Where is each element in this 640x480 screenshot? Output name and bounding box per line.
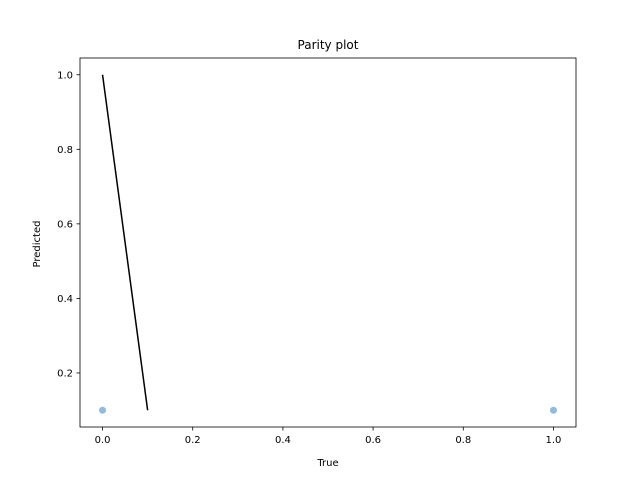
y-tick-label: 1.0 (57, 70, 73, 81)
y-axis-label: Predicted (32, 221, 43, 268)
reference-line (101, 74, 149, 411)
x-tick-label: 0.6 (365, 435, 381, 446)
x-tick-label: 1.0 (546, 435, 562, 446)
x-tick-label: 0.0 (95, 435, 111, 446)
scatter-point (549, 406, 557, 414)
plot-frame (79, 57, 577, 428)
chart-title: Parity plot (298, 38, 359, 52)
x-tick-label: 0.4 (275, 435, 291, 446)
scatter-point (99, 406, 107, 414)
y-tick-label: 0.2 (57, 368, 73, 379)
x-tick-label: 0.2 (185, 435, 201, 446)
plot-area: 0.0 0.2 0.4 0.6 0.8 1.0 0.2 0.4 0.6 0.8 1.0 (57, 70, 561, 446)
y-tick-label: 0.4 (57, 294, 73, 305)
y-tick-label: 0.6 (57, 219, 73, 230)
y-tick-label: 0.8 (57, 145, 73, 156)
x-axis-label: True (316, 458, 338, 469)
x-tick-label: 0.8 (455, 435, 471, 446)
